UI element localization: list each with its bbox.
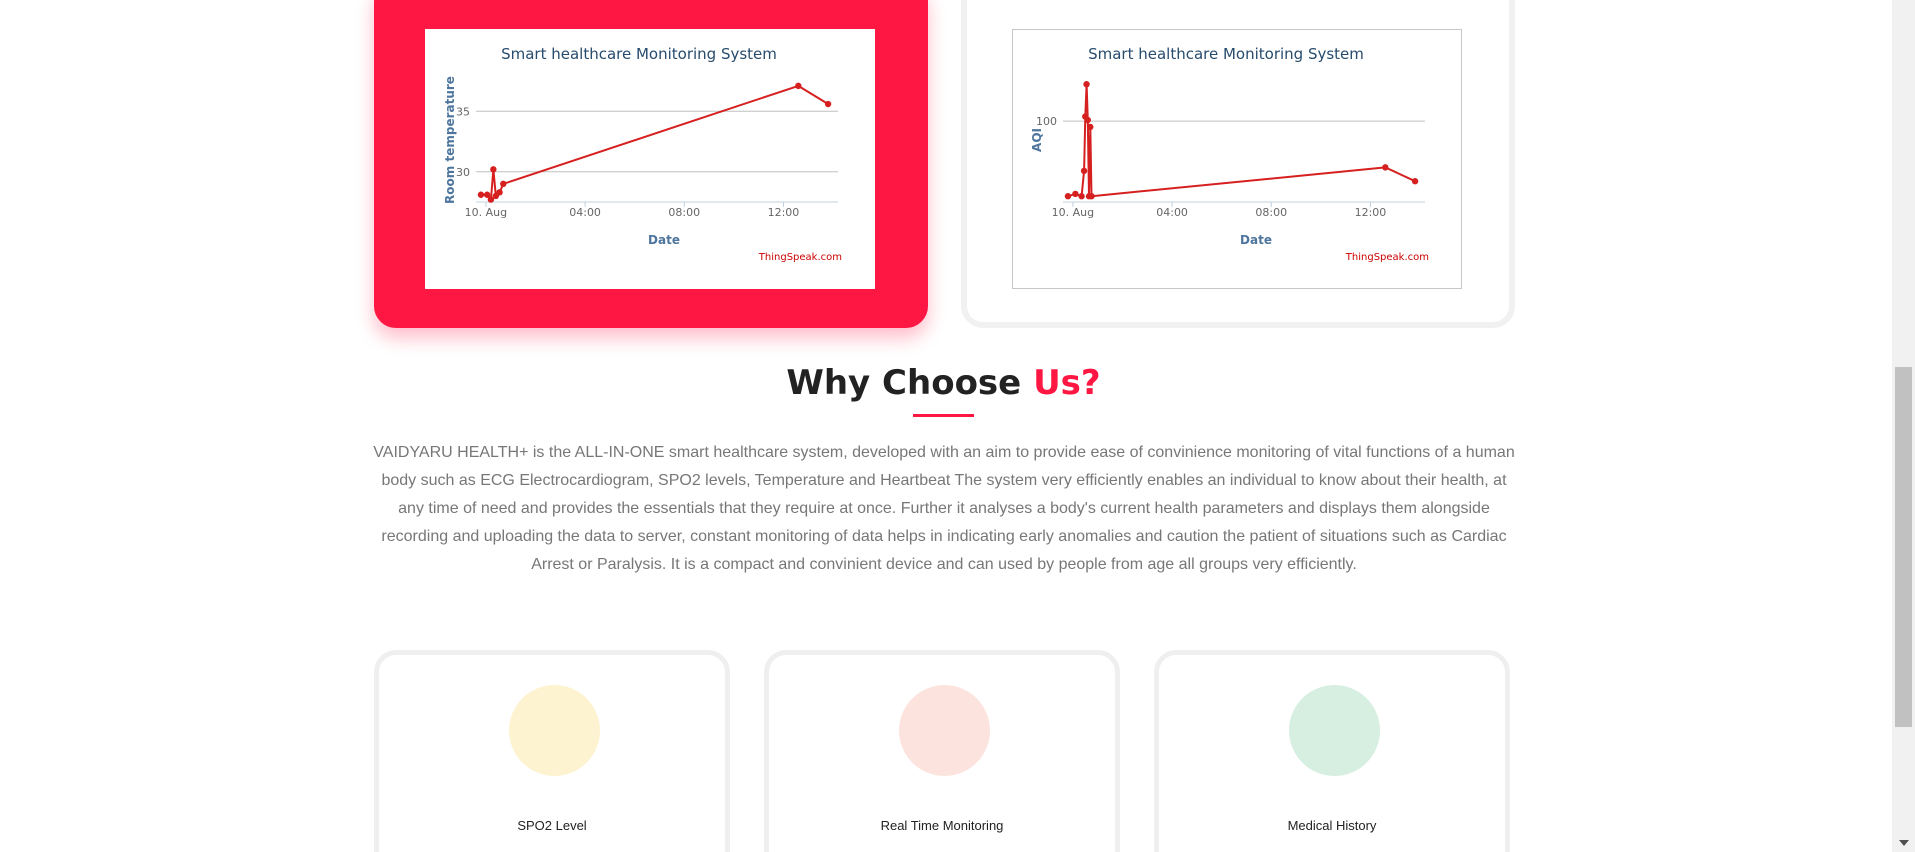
series-line — [481, 84, 829, 201]
temperature-chart-card[interactable]: Smart healthcare Monitoring System Room … — [374, 0, 928, 328]
feature-card-real-time-monitoring[interactable]: Real Time Monitoring — [764, 650, 1120, 852]
x-tick-label: 12:00 — [1355, 206, 1387, 219]
y-tick-label: 100 — [1036, 115, 1057, 128]
thingspeak-credit[interactable]: ThingSpeak.com — [758, 252, 842, 263]
feature-card-spo2[interactable]: SPO2 Level — [374, 650, 730, 852]
heading-underline — [913, 414, 974, 417]
data-point[interactable] — [490, 166, 497, 173]
data-point[interactable] — [487, 196, 495, 203]
feature-card-medical-history[interactable]: Medical History — [1154, 650, 1510, 852]
heading-accent: Us? — [1033, 363, 1101, 403]
feature-icon-circle — [509, 685, 600, 776]
x-tick-label: 10. Aug — [465, 206, 507, 219]
data-point[interactable] — [500, 180, 507, 188]
data-point[interactable] — [477, 191, 485, 198]
series-line — [1067, 83, 1416, 198]
data-point[interactable] — [1078, 193, 1085, 200]
aqi-chart-card[interactable]: Smart healthcare Monitoring System AQI D… — [961, 0, 1515, 328]
x-tick-label: 08:00 — [1255, 206, 1287, 219]
data-point[interactable] — [496, 189, 503, 196]
feature-icon-circle — [1289, 685, 1380, 776]
temperature-chart: Smart healthcare Monitoring System Room … — [443, 45, 842, 263]
data-point[interactable] — [483, 191, 491, 198]
feature-label: Real Time Monitoring — [880, 818, 1004, 833]
heading-main: Why Choose — [786, 363, 1022, 403]
aqi-chart-frame: Smart healthcare Monitoring System AQI D… — [1012, 29, 1462, 289]
feature-icon-circle — [899, 685, 990, 776]
feature-label: SPO2 Level — [517, 818, 587, 833]
scroll-down-arrow-icon[interactable] — [1899, 840, 1909, 846]
chart-title: Smart healthcare Monitoring System — [1088, 45, 1364, 63]
chart-title: Smart healthcare Monitoring System — [501, 45, 777, 63]
data-point[interactable] — [1084, 116, 1091, 124]
x-tick-label: 10. Aug — [1052, 206, 1094, 219]
why-choose-us-paragraph: VAIDYARU HEALTH+ is the ALL-IN-ONE smart… — [373, 444, 1515, 573]
y-axis-title: Room temperature — [443, 76, 457, 204]
y-axis-title: AQI — [1030, 128, 1044, 152]
data-point[interactable] — [795, 82, 802, 90]
data-point[interactable] — [1080, 167, 1088, 175]
x-tick-label: 08:00 — [668, 206, 700, 219]
data-point[interactable] — [1083, 81, 1090, 88]
data-point[interactable] — [1382, 164, 1389, 171]
data-point[interactable] — [824, 100, 832, 108]
data-point[interactable] — [1064, 193, 1072, 200]
vertical-scrollbar[interactable] — [1892, 0, 1915, 852]
x-tick-label: 04:00 — [1156, 206, 1188, 219]
data-point[interactable] — [1411, 178, 1419, 185]
y-tick-label: 35 — [456, 105, 470, 118]
y-tick-label: 30 — [456, 166, 470, 179]
x-axis-title: Date — [648, 233, 680, 247]
thingspeak-credit[interactable]: ThingSpeak.com — [1345, 252, 1429, 263]
x-axis-title: Date — [1240, 233, 1272, 247]
data-point[interactable] — [1072, 190, 1079, 198]
x-tick-label: 04:00 — [569, 206, 601, 219]
x-tick-label: 12:00 — [768, 206, 800, 219]
temperature-chart-frame: Smart healthcare Monitoring System Room … — [425, 29, 875, 289]
data-point[interactable] — [1087, 123, 1094, 131]
why-choose-us-heading: Why Choose Us? — [0, 363, 1887, 403]
aqi-chart: Smart healthcare Monitoring System AQI D… — [1030, 45, 1429, 263]
feature-label: Medical History — [1287, 818, 1377, 833]
scrollbar-thumb[interactable] — [1895, 367, 1912, 727]
data-point[interactable] — [1088, 193, 1095, 200]
